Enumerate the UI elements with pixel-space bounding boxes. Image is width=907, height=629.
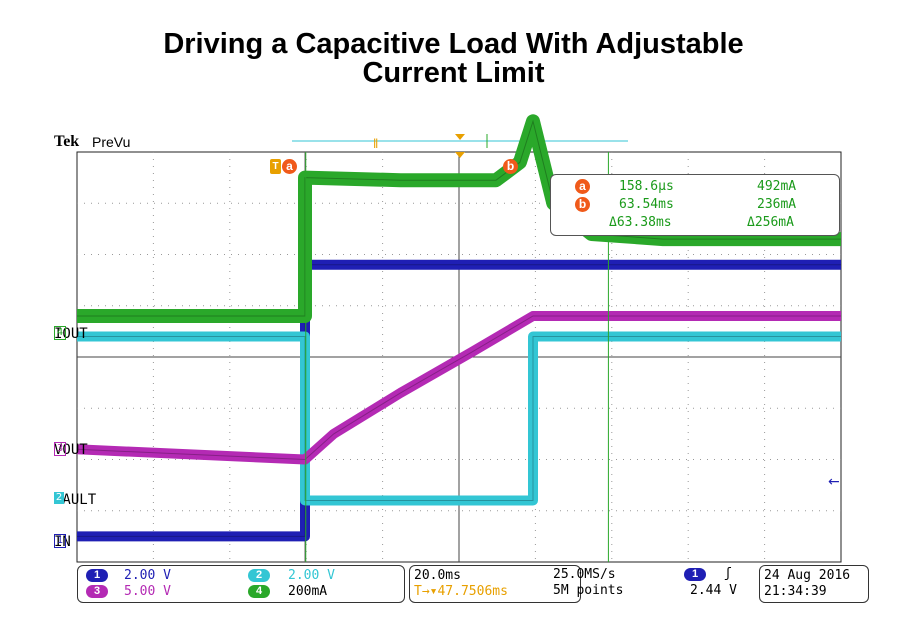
brand-logo: Tek	[54, 133, 80, 150]
ch3-marker: 3	[54, 442, 66, 456]
trigger-level-arrow: ←	[828, 474, 840, 490]
cursor-readout: a 158.6µs 492mA b 63.54ms 236mA Δ63.38ms…	[550, 174, 840, 236]
date: 24 Aug 2016	[764, 568, 851, 583]
ch3-name: VOUT	[54, 442, 88, 458]
cursor-a-badge[interactable]: a	[282, 159, 297, 174]
trace-core-fault	[77, 336, 841, 501]
ch4-name: IOUT	[54, 326, 88, 342]
rising-edge-icon: ʃ	[724, 566, 732, 581]
cursor-b-time: 63.54ms	[619, 197, 674, 212]
cursor-a-time: 158.6µs	[619, 179, 674, 194]
time: 21:34:39	[764, 584, 827, 599]
ch4-label: 4 IOUT	[54, 326, 88, 342]
record-length: 5M points	[553, 583, 624, 598]
title-line-2: Current Limit	[362, 57, 545, 89]
cursor-b-badge[interactable]: b	[503, 159, 518, 174]
timebase-panel[interactable]: 20.0ms T→▾47.7506ms	[409, 565, 581, 603]
readout-a-badge: a	[575, 179, 590, 194]
sample-rate: 25.0MS/s	[553, 567, 616, 582]
ch4-marker: 4	[54, 326, 66, 340]
title-line-1: Driving a Capacitive Load With Adjustabl…	[163, 28, 744, 60]
acquisition-mode: PreVu	[92, 134, 131, 150]
readout-b-badge: b	[575, 197, 590, 212]
ch1-label: 1 IN	[54, 534, 71, 550]
trace-core-vout	[76, 315, 841, 461]
delta-time: Δ63.38ms	[609, 215, 672, 230]
cursor-a-value: 492mA	[757, 179, 797, 194]
ch3-pill: 3	[86, 585, 108, 598]
ch1-pill: 1	[86, 569, 108, 582]
ch2-marker: 2	[54, 492, 64, 504]
ch3-label: 3 VOUT	[54, 442, 88, 458]
trace-vout	[76, 311, 841, 465]
ch2-pill: 2	[248, 569, 270, 582]
trigger-source-pill: 1	[684, 568, 706, 581]
trigger-t-badge: T	[270, 159, 281, 174]
ch1-marker: 1	[54, 534, 66, 548]
time-scale: 20.0ms	[414, 568, 461, 583]
cursor-b-value: 236mA	[757, 197, 797, 212]
ch4-scale: 200mA	[288, 584, 328, 599]
ch2-name: FAULT	[54, 492, 97, 508]
ch1-scale: 2.00 V	[124, 568, 171, 583]
datetime-panel: 24 Aug 2016 21:34:39	[759, 565, 869, 603]
ch2-scale: 2.00 V	[288, 568, 335, 583]
trigger-delay: T→▾47.7506ms	[414, 584, 508, 599]
ch4-pill: 4	[248, 585, 270, 598]
ch3-scale: 5.00 V	[124, 584, 171, 599]
ch1-name: IN	[54, 534, 71, 550]
trigger-panel[interactable]: 1 ʃ 2.44 V	[680, 565, 756, 601]
delay-marker-icon: T→▾	[414, 584, 438, 599]
trigger-pos-marker: ǁ	[373, 136, 378, 151]
trace-fault	[77, 331, 841, 506]
trigger-marker	[455, 152, 465, 158]
delta-value: Δ256mA	[747, 215, 794, 230]
trigger-marker-top	[455, 134, 465, 140]
channel-scales-panel[interactable]: 1 2.00 V 3 5.00 V 2 2.00 V 4 200mA	[77, 565, 405, 603]
trace-group	[76, 114, 841, 542]
trigger-level: 2.44 V	[690, 583, 737, 598]
ch2-label: 2 FAULT	[54, 492, 96, 508]
chart-title: Driving a Capacitive Load With Adjustabl…	[0, 30, 907, 88]
